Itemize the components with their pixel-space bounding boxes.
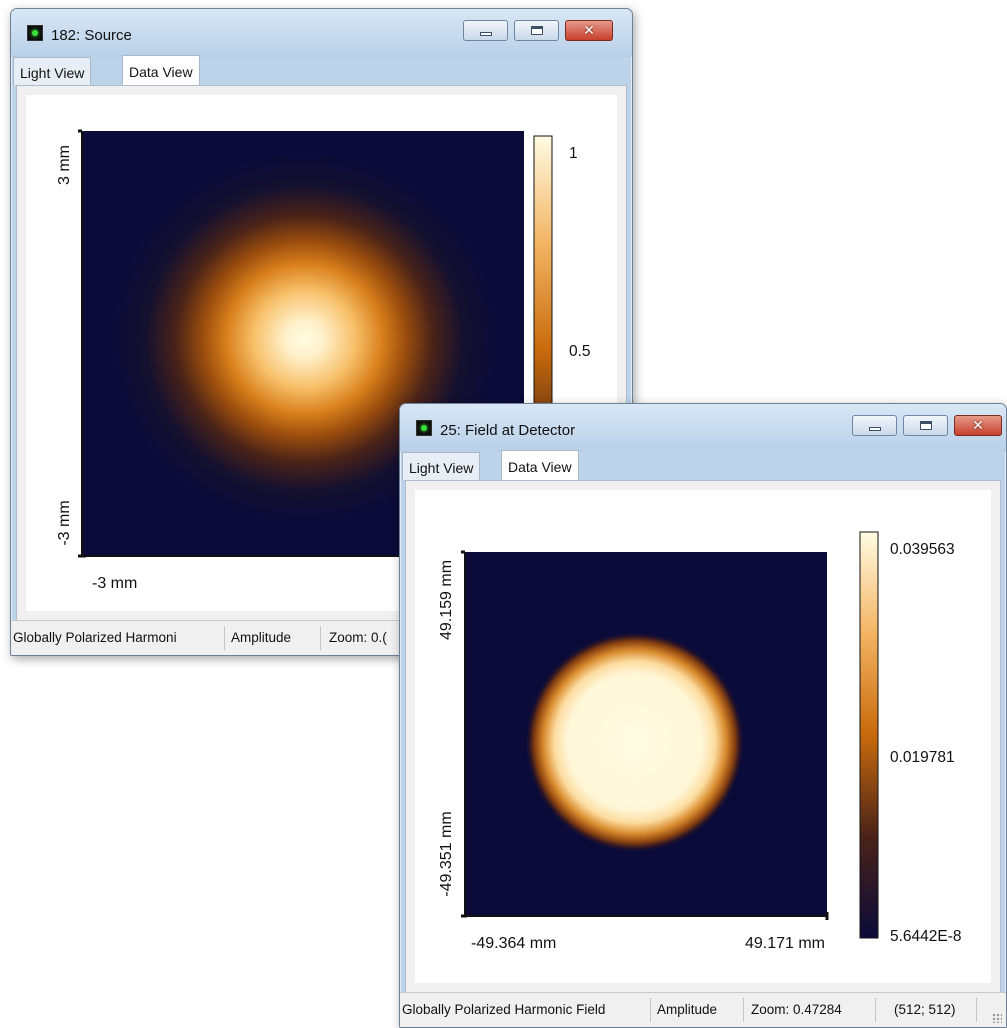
- detector-plot: 49.159 mm -49.351 mm -49.364 mm 49.171 m…: [438, 531, 962, 952]
- close-icon: ✕: [583, 22, 595, 39]
- source-title-bar[interactable]: 182: Source ✕: [11, 9, 632, 57]
- colorbar-mid-label: 0.019781: [890, 749, 955, 766]
- app-icon: [27, 25, 43, 41]
- maximize-button[interactable]: [903, 415, 948, 436]
- x-axis-left-label: -49.364 mm: [471, 935, 556, 952]
- tab-data-view[interactable]: Data View: [501, 450, 579, 480]
- status-quantity: Amplitude: [657, 1002, 718, 1017]
- status-field-type: Globally Polarized Harmonic Field: [402, 1002, 606, 1017]
- status-bar: Globally Polarized Harmonic Field Amplit…: [400, 992, 1006, 1027]
- tab-data-view[interactable]: Data View: [122, 55, 200, 85]
- maximize-button[interactable]: [514, 20, 559, 41]
- x-axis-left-label: -3 mm: [92, 575, 137, 592]
- status-field-type: Globally Polarized Harmoni: [13, 630, 177, 645]
- close-icon: ✕: [972, 417, 984, 434]
- close-button[interactable]: ✕: [954, 415, 1002, 436]
- tab-content: 49.159 mm -49.351 mm -49.364 mm 49.171 m…: [405, 480, 1001, 993]
- data-view-panel: 49.159 mm -49.351 mm -49.364 mm 49.171 m…: [415, 490, 991, 983]
- y-axis-bottom-label: -3 mm: [56, 500, 73, 545]
- y-axis-top-label: 3 mm: [56, 145, 73, 185]
- status-divider: [875, 998, 876, 1022]
- minimize-button[interactable]: [852, 415, 897, 436]
- app-icon: [416, 420, 432, 436]
- close-button[interactable]: ✕: [565, 20, 613, 41]
- x-axis-right-label: 49.171 mm: [745, 935, 825, 952]
- window-title: 25: Field at Detector: [440, 422, 576, 439]
- source-window[interactable]: 182: Source ✕ Light View Data View: [10, 8, 633, 656]
- status-divider: [743, 998, 744, 1022]
- status-divider: [320, 626, 321, 650]
- detector-title-bar[interactable]: 25: Field at Detector ✕: [400, 404, 1006, 452]
- minimize-button[interactable]: [463, 20, 508, 41]
- colorbar-bottom-label: 5.6442E-8: [890, 928, 962, 945]
- y-axis-top-label: 49.159 mm: [438, 560, 455, 640]
- status-divider: [650, 998, 651, 1022]
- status-quantity: Amplitude: [231, 630, 292, 645]
- tab-light-view[interactable]: Light View: [402, 452, 481, 480]
- colorbar-top-label: 1: [569, 145, 578, 162]
- status-divider: [224, 626, 225, 650]
- colorbar-top-label: 0.039563: [890, 541, 955, 558]
- minimize-icon: [868, 426, 881, 431]
- minimize-icon: [479, 31, 492, 36]
- y-axis-bottom-label: -49.351 mm: [438, 811, 455, 896]
- tab-light-view[interactable]: Light View: [13, 57, 92, 85]
- colorbar-mid-label: 0.5: [569, 343, 591, 360]
- status-divider: [976, 998, 977, 1022]
- status-zoom: Zoom: 0.(: [329, 630, 387, 645]
- detector-intensity-map: [465, 552, 827, 916]
- status-zoom: Zoom: 0.47284: [751, 1002, 842, 1017]
- window-title: 182: Source: [51, 27, 132, 44]
- detector-window[interactable]: 25: Field at Detector ✕ Light View Data …: [399, 403, 1007, 1028]
- status-resolution: (512; 512): [894, 1002, 956, 1017]
- maximize-icon: [919, 421, 932, 430]
- resize-grip-icon[interactable]: [992, 1013, 1002, 1023]
- maximize-icon: [530, 26, 543, 35]
- colorbar: [859, 531, 879, 939]
